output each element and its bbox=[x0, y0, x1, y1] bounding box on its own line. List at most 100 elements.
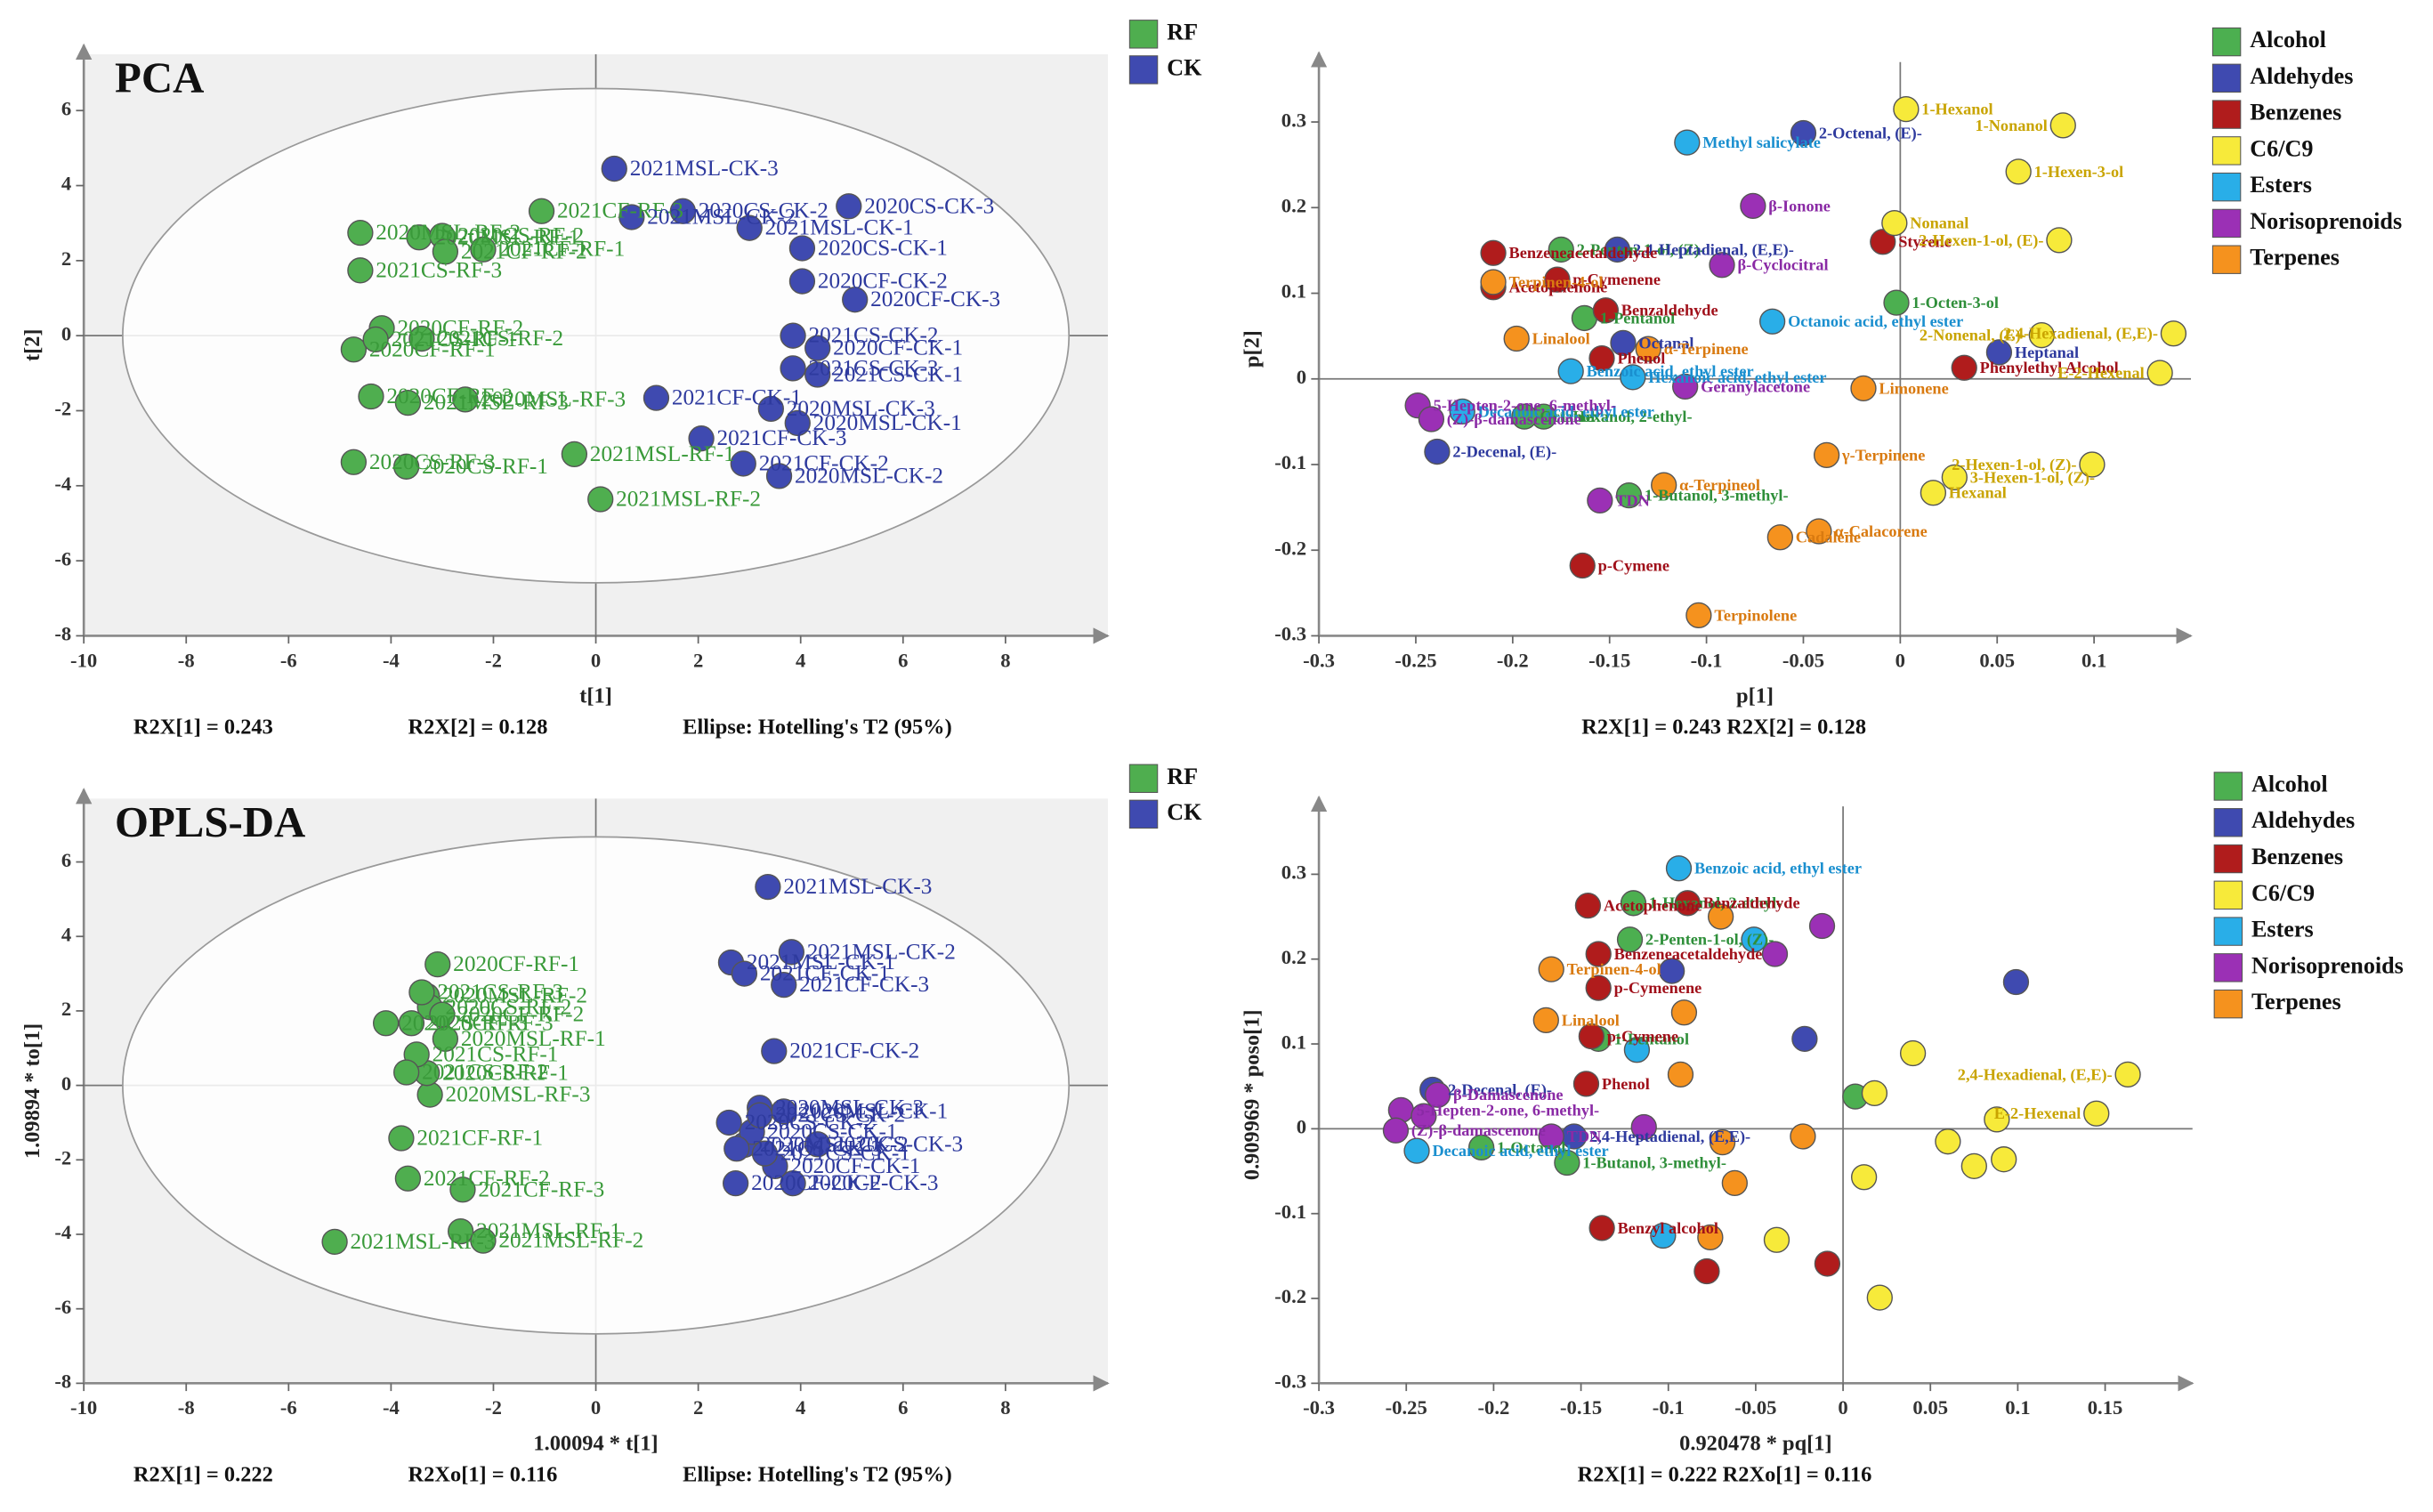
y-tick-label: 0.3 bbox=[1281, 109, 1306, 131]
y-axis-label: t[2] bbox=[20, 328, 44, 361]
y-tick-label: -4 bbox=[54, 1221, 71, 1243]
point-label: 2020CS-CK-2 bbox=[699, 198, 829, 223]
legend-label: Benzenes bbox=[2251, 844, 2343, 869]
data-point bbox=[1480, 239, 1507, 266]
x-tick-label: -0.3 bbox=[1303, 1396, 1335, 1419]
data-point bbox=[771, 972, 797, 999]
legend-swatch bbox=[2211, 136, 2242, 166]
point-label: 2020MSL-RF-3 bbox=[446, 1082, 591, 1107]
x-tick-label: -8 bbox=[178, 649, 195, 671]
data-point bbox=[393, 1059, 420, 1086]
legend-swatch bbox=[2211, 27, 2242, 57]
point-label: 2021CS-CK-2 bbox=[775, 1103, 905, 1128]
data-point bbox=[788, 268, 816, 295]
data-point bbox=[1554, 1149, 1580, 1176]
legend-swatch bbox=[2211, 208, 2242, 239]
data-point bbox=[1585, 941, 1612, 967]
data-point bbox=[1763, 1226, 1790, 1253]
data-point bbox=[842, 287, 869, 313]
x-tick-label: -0.05 bbox=[1782, 649, 1824, 671]
data-point bbox=[448, 1218, 474, 1245]
point-label: 2020CS-CK-3 bbox=[864, 193, 994, 218]
data-point bbox=[416, 1081, 443, 1108]
plot-area bbox=[1319, 61, 2191, 636]
data-point bbox=[1883, 289, 1910, 316]
point-label: p-Cymenene bbox=[1572, 271, 1661, 288]
x-tick-label: -6 bbox=[280, 649, 297, 671]
point-label: (Z)-β-damascenone bbox=[1411, 1121, 1546, 1140]
y-tick-label: 0.2 bbox=[1281, 946, 1306, 968]
data-point bbox=[1418, 406, 1445, 433]
y-tick-label: -0.3 bbox=[1274, 623, 1306, 645]
y-tick-label: -6 bbox=[54, 547, 71, 570]
point-label: 2021CF-CK-3 bbox=[799, 972, 929, 997]
data-point bbox=[429, 1001, 456, 1028]
data-point bbox=[1935, 1128, 1961, 1155]
point-label: 2020MSL-RF-2 bbox=[442, 983, 587, 1008]
y-tick-label: -8 bbox=[54, 1371, 71, 1393]
point-label: 2-Penten-1-ol, (Z)- bbox=[1645, 931, 1774, 950]
y-tick-label: 4 bbox=[61, 173, 71, 195]
data-point bbox=[731, 960, 758, 987]
data-point bbox=[1538, 956, 1564, 982]
annotation: R2X[1] = 0.243 R2X[2] = 0.128 bbox=[1581, 716, 1866, 740]
point-label: Octanoic acid, ethyl ester bbox=[1788, 312, 1963, 330]
data-point bbox=[394, 1165, 422, 1192]
point-label: 2021CF-CK-3 bbox=[717, 425, 847, 450]
x-tick-label: -4 bbox=[383, 1396, 400, 1419]
data-point bbox=[1538, 1123, 1564, 1150]
point-label: β-Ionone bbox=[1768, 197, 1831, 214]
point-label: 2020CF-RF-1 bbox=[453, 951, 579, 976]
data-point bbox=[784, 409, 811, 437]
point-label: Cadalene bbox=[1796, 529, 1861, 546]
point-label: 2020MSL-CK-1 bbox=[799, 1098, 948, 1123]
chart-title: OPLS-DA bbox=[115, 798, 305, 846]
data-point bbox=[1758, 308, 1786, 335]
data-point bbox=[1382, 1117, 1410, 1144]
point-label: 2021MSL-RF-3 bbox=[351, 1229, 496, 1254]
chart-title: PCA bbox=[115, 54, 204, 102]
point-label: 2020CS-RF-1 bbox=[422, 454, 548, 479]
x-tick-label: -10 bbox=[70, 1396, 97, 1419]
data-point bbox=[424, 950, 451, 978]
point-label: 2-Hexen-1-ol, (E)- bbox=[1919, 231, 2043, 250]
point-label: 2020CS-RF-3 bbox=[369, 449, 496, 474]
x-tick-label: -0.15 bbox=[1588, 649, 1630, 671]
point-label: Terpinen-4-ol bbox=[1508, 273, 1603, 291]
data-point bbox=[408, 979, 435, 1006]
data-point bbox=[1588, 345, 1615, 372]
legend-label: RF bbox=[1167, 19, 1198, 44]
data-point bbox=[747, 1102, 773, 1128]
data-point bbox=[1850, 1164, 1878, 1191]
point-label: 2021CF-CK-1 bbox=[672, 385, 802, 410]
point-label: 2020MSL-RF-2 bbox=[376, 220, 521, 245]
point-label: Octanal bbox=[1638, 334, 1693, 352]
y-tick-label: 0 bbox=[61, 322, 71, 344]
point-label: 2020MSL-CK-3 bbox=[775, 1095, 924, 1120]
legend-label: Alcohol bbox=[2251, 771, 2328, 796]
point-label: Benzoic acid, ethyl ester bbox=[1694, 860, 1862, 877]
data-point bbox=[669, 198, 697, 224]
point-label: 2021CS-RF-2 bbox=[437, 326, 563, 351]
data-point bbox=[1941, 464, 1968, 491]
data-point bbox=[1790, 1123, 1816, 1150]
data-point bbox=[736, 214, 763, 241]
data-point bbox=[618, 204, 645, 230]
data-point bbox=[1578, 1023, 1605, 1050]
point-label: 2020CF-RF-2 bbox=[457, 1002, 584, 1027]
point-label: 5-Hepten-2-one, 6-methyl- bbox=[1417, 1101, 1599, 1119]
y-tick-label: 0.2 bbox=[1281, 195, 1306, 217]
x-tick-label: 4 bbox=[796, 1396, 805, 1419]
point-label: 2021CF-RF-2 bbox=[461, 239, 587, 263]
data-point bbox=[1665, 855, 1693, 882]
legend-label: CK bbox=[1167, 799, 1202, 825]
x-tick-label: 0.05 bbox=[1979, 649, 2015, 671]
y-tick-label: 6 bbox=[61, 849, 71, 871]
point-label: 2021MSL-RF-2 bbox=[616, 487, 761, 512]
data-point bbox=[1984, 1106, 2010, 1133]
data-point bbox=[1740, 192, 1766, 220]
data-point bbox=[1604, 236, 1631, 263]
data-point bbox=[1449, 398, 1475, 424]
point-label: 2021CF-CK-2 bbox=[759, 450, 889, 475]
